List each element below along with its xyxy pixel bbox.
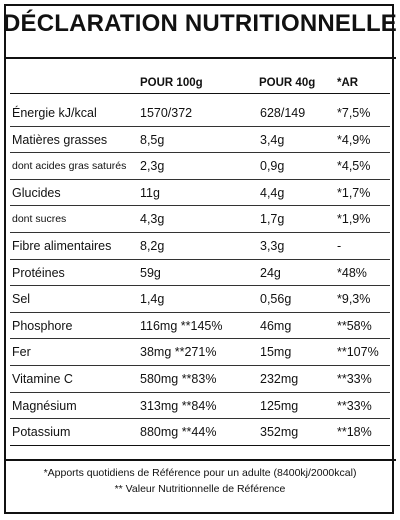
nutrient-name: Glucides (12, 185, 61, 200)
value-ar: *7,5% (337, 106, 371, 120)
value-per-40g: 46mg (260, 318, 292, 333)
nutrient-name: Énergie kJ/kcal (12, 106, 97, 120)
header-per-100g: POUR 100g (140, 77, 203, 89)
title-divider (4, 57, 396, 59)
value-per-100g: 8,2g (140, 238, 165, 253)
label-frame (4, 4, 394, 514)
value-per-40g: 1,7g (260, 212, 285, 227)
value-per-100g: 1570/372 (140, 106, 193, 120)
footnote-ar: *Apports quotidiens de Référence pour un… (43, 467, 357, 479)
table-row: Protéines 59g 24g *48% (10, 260, 390, 287)
nutrient-name: Phosphore (12, 318, 73, 333)
value-per-100g: 11g (140, 185, 160, 200)
nutrition-table: Énergie kJ/kcal 1570/372 628/149 *7,5% M… (10, 100, 390, 446)
nutrient-name: Fer (12, 345, 31, 360)
value-per-40g: 232mg (260, 371, 299, 386)
value-per-40g: 4,4g (260, 185, 285, 200)
header-divider (10, 93, 390, 94)
value-per-40g: 628/149 (260, 106, 306, 120)
value-per-100g: 4,3g (140, 212, 165, 227)
value-per-40g: 24g (260, 265, 281, 280)
value-ar: **33% (337, 398, 372, 413)
table-row: Matières grasses 8,5g 3,4g *4,9% (10, 127, 390, 154)
value-ar: *1,9% (337, 212, 371, 227)
value-per-40g: 15mg (260, 345, 292, 360)
value-ar: **33% (337, 371, 372, 386)
footer-divider (4, 459, 396, 461)
header-ar: *AR (337, 77, 359, 89)
value-ar: **107% (337, 345, 379, 360)
table-row: Glucides 11g 4,4g *1,7% (10, 180, 390, 207)
table-row: Fer 38mg **271% 15mg **107% (10, 339, 390, 366)
nutrient-name: Sel (12, 292, 31, 307)
table-row: Vitamine C 580mg **83% 232mg **33% (10, 366, 390, 393)
value-per-40g: 3,4g (260, 132, 285, 147)
nutrient-name: Protéines (12, 265, 65, 280)
table-row: Magnésium 313mg **84% 125mg **33% (10, 393, 390, 420)
value-ar: *48% (337, 265, 367, 280)
value-per-100g: 2,3g (140, 159, 165, 174)
value-ar: *1,7% (337, 185, 371, 200)
nutrient-name: dont acides gras saturés (12, 160, 127, 173)
value-ar: *4,9% (337, 132, 371, 147)
value-per-100g: 880mg **44% (140, 425, 217, 440)
value-per-40g: 0,9g (260, 159, 285, 174)
value-per-40g: 125mg (260, 398, 299, 413)
value-per-100g: 59g (140, 265, 161, 280)
nutrient-name: Vitamine C (12, 371, 73, 386)
table-row: Phosphore 116mg **145% 46mg **58% (10, 313, 390, 340)
value-ar: - (337, 238, 342, 253)
value-per-40g: 0,56g (260, 292, 292, 307)
value-per-40g: 352mg (260, 425, 299, 440)
table-row: Fibre alimentaires 8,2g 3,3g - (10, 233, 390, 260)
table-row: Énergie kJ/kcal 1570/372 628/149 *7,5% (10, 100, 390, 127)
header-per-40g: POUR 40g (259, 77, 316, 89)
table-row: Sel 1,4g 0,56g *9,3% (10, 286, 390, 313)
nutrient-name: dont sucres (12, 213, 67, 226)
nutrient-name: Matières grasses (12, 132, 108, 147)
nutrient-name: Magnésium (12, 398, 77, 413)
value-per-40g: 3,3g (260, 238, 285, 253)
table-row: dont sucres 4,3g 1,7g *1,9% (10, 206, 390, 233)
value-per-100g: 1,4g (140, 292, 165, 307)
table-row: dont acides gras saturés 2,3g 0,9g *4,5% (10, 153, 390, 180)
value-ar: *9,3% (337, 292, 371, 307)
value-ar: *4,5% (337, 159, 371, 174)
value-per-100g: 38mg **271% (140, 345, 217, 360)
value-per-100g: 580mg **83% (140, 371, 217, 386)
table-row: Potassium 880mg **44% 352mg **18% (10, 419, 390, 446)
nutrient-name: Fibre alimentaires (12, 238, 112, 253)
value-per-100g: 116mg **145% (140, 318, 223, 333)
footnote-vnr: ** Valeur Nutritionnelle de Référence (114, 483, 286, 495)
value-per-100g: 8,5g (140, 132, 165, 147)
label-title: DÉCLARATION NUTRITIONNELLE (2, 10, 398, 37)
value-ar: **58% (337, 318, 372, 333)
value-ar: **18% (337, 425, 372, 440)
nutrient-name: Potassium (12, 425, 71, 440)
value-per-100g: 313mg **84% (140, 398, 217, 413)
